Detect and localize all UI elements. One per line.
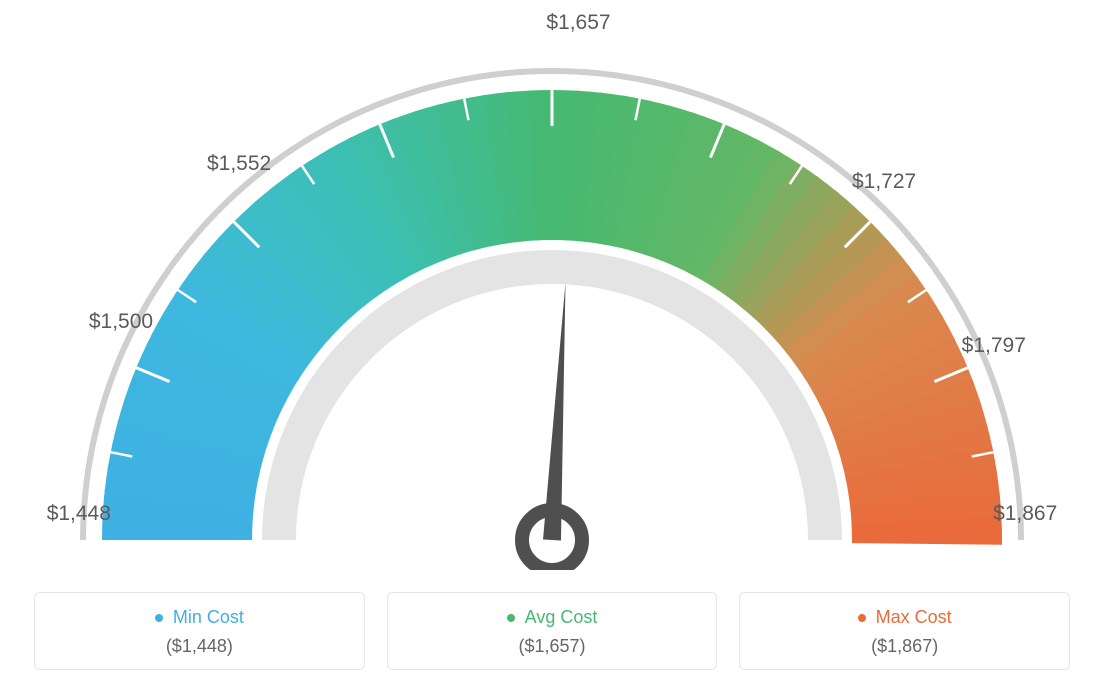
- max-cost-card: Max Cost ($1,867): [739, 592, 1070, 670]
- max-cost-value: ($1,867): [750, 636, 1059, 657]
- min-cost-value: ($1,448): [45, 636, 354, 657]
- summary-cards: Min Cost ($1,448) Avg Cost ($1,657) Max …: [34, 592, 1070, 670]
- gauge-tick-label: $1,657: [546, 11, 610, 35]
- gauge-tick-label: $1,500: [89, 310, 153, 334]
- gauge-tick-label: $1,727: [852, 170, 916, 194]
- avg-cost-card: Avg Cost ($1,657): [387, 592, 718, 670]
- min-cost-card: Min Cost ($1,448): [34, 592, 365, 670]
- gauge-tick-label: $1,797: [962, 334, 1026, 358]
- max-cost-label: Max Cost: [858, 607, 952, 628]
- avg-cost-value: ($1,657): [398, 636, 707, 657]
- gauge-chart: $1,448 $1,500 $1,552 $1,657 $1,727 $1,797 $1,8…: [0, 0, 1104, 570]
- cost-gauge-infographic: $1,448 $1,500 $1,552 $1,657 $1,727 $1,797 $1,8…: [0, 0, 1104, 690]
- gauge-tick-label: $1,552: [207, 152, 271, 176]
- gauge-tick-label: $1,448: [47, 502, 111, 526]
- min-cost-label: Min Cost: [155, 607, 244, 628]
- gauge-svg: [0, 0, 1104, 570]
- gauge-tick-label: $1,867: [993, 502, 1057, 526]
- avg-cost-label: Avg Cost: [507, 607, 598, 628]
